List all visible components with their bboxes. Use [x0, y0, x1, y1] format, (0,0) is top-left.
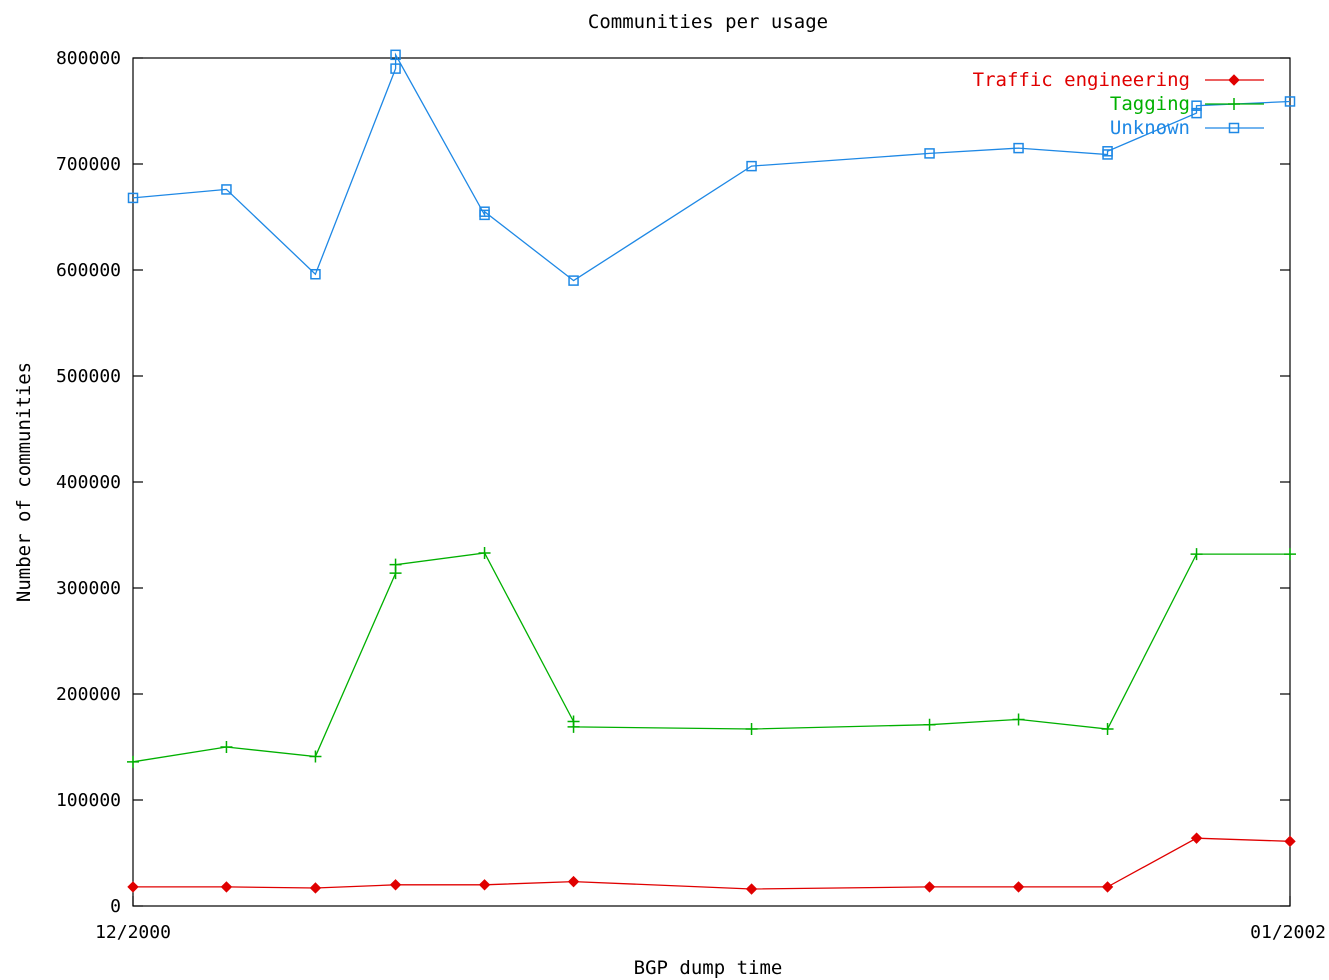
- data-point: [924, 148, 935, 159]
- legend-marker: [1228, 98, 1240, 110]
- data-point: [390, 49, 401, 61]
- data-point: [567, 875, 580, 888]
- series-tagging: [127, 547, 1296, 768]
- data-point: [568, 275, 579, 286]
- data-point: [127, 881, 139, 893]
- data-point: [220, 881, 233, 893]
- y-tick-label: 200000: [56, 684, 121, 705]
- plot-frame: [132, 57, 1291, 907]
- data-point: [1284, 548, 1296, 561]
- y-axis-label: Number of communities: [13, 362, 35, 602]
- legend-label: Unknown: [1110, 117, 1190, 139]
- y-tick-label: 300000: [56, 578, 121, 599]
- series-layer: [127, 49, 1296, 895]
- data-point: [127, 192, 139, 204]
- data-point: [746, 160, 757, 172]
- y-tick-label: 400000: [56, 472, 121, 493]
- data-point: [310, 268, 321, 280]
- series-unknown: [127, 49, 1296, 286]
- data-point: [1101, 881, 1114, 893]
- data-point: [478, 879, 491, 891]
- x-axis-label: BGP dump time: [634, 957, 783, 979]
- legend-marker: [1228, 74, 1240, 86]
- series-line: [132, 552, 1290, 763]
- data-point: [1012, 713, 1025, 726]
- series-line: [132, 52, 1291, 282]
- data-point: [389, 879, 402, 891]
- data-point: [127, 755, 139, 768]
- x-tick-label: 01/2002: [1250, 922, 1326, 943]
- x-tick-label: 12/2000: [95, 922, 171, 943]
- y-axis: 0 100000 200000 300000 400000 500000 600000 700…: [56, 48, 1290, 917]
- data-point: [1190, 548, 1203, 561]
- data-point: [220, 741, 233, 753]
- data-point: [479, 206, 490, 217]
- y-tick-label: 800000: [56, 48, 121, 69]
- data-point: [923, 881, 936, 893]
- y-tick-label: 100000: [56, 790, 121, 811]
- y-tick-label: 500000: [56, 366, 121, 387]
- data-point: [1191, 100, 1202, 111]
- legend-label: Tagging: [1110, 93, 1190, 115]
- data-point: [309, 750, 322, 763]
- data-point: [478, 547, 491, 560]
- data-point: [745, 722, 758, 735]
- x-axis: 12/2000 01/2002: [95, 896, 1326, 943]
- y-tick-label: 600000: [56, 260, 121, 281]
- data-point: [1101, 722, 1114, 735]
- data-point: [390, 63, 401, 74]
- series-line: [133, 837, 1291, 890]
- data-point: [1102, 146, 1113, 157]
- legend-label: Traffic engineering: [973, 69, 1190, 91]
- data-point: [923, 718, 936, 731]
- data-point: [745, 883, 758, 895]
- data-point: [389, 558, 402, 571]
- y-tick-label: 700000: [56, 154, 121, 175]
- legend-marker: [1228, 122, 1240, 134]
- chart-title: Communities per usage: [588, 11, 828, 33]
- data-point: [1190, 832, 1203, 844]
- data-point: [1284, 96, 1296, 107]
- data-point: [221, 184, 232, 195]
- y-tick-label: 0: [110, 896, 121, 917]
- data-point: [1013, 142, 1024, 154]
- data-point: [567, 720, 580, 733]
- data-point: [309, 882, 322, 894]
- series-traffic-engineering: [127, 832, 1296, 895]
- data-point: [1284, 835, 1296, 848]
- data-point: [1012, 881, 1025, 893]
- data-point: [1191, 107, 1202, 119]
